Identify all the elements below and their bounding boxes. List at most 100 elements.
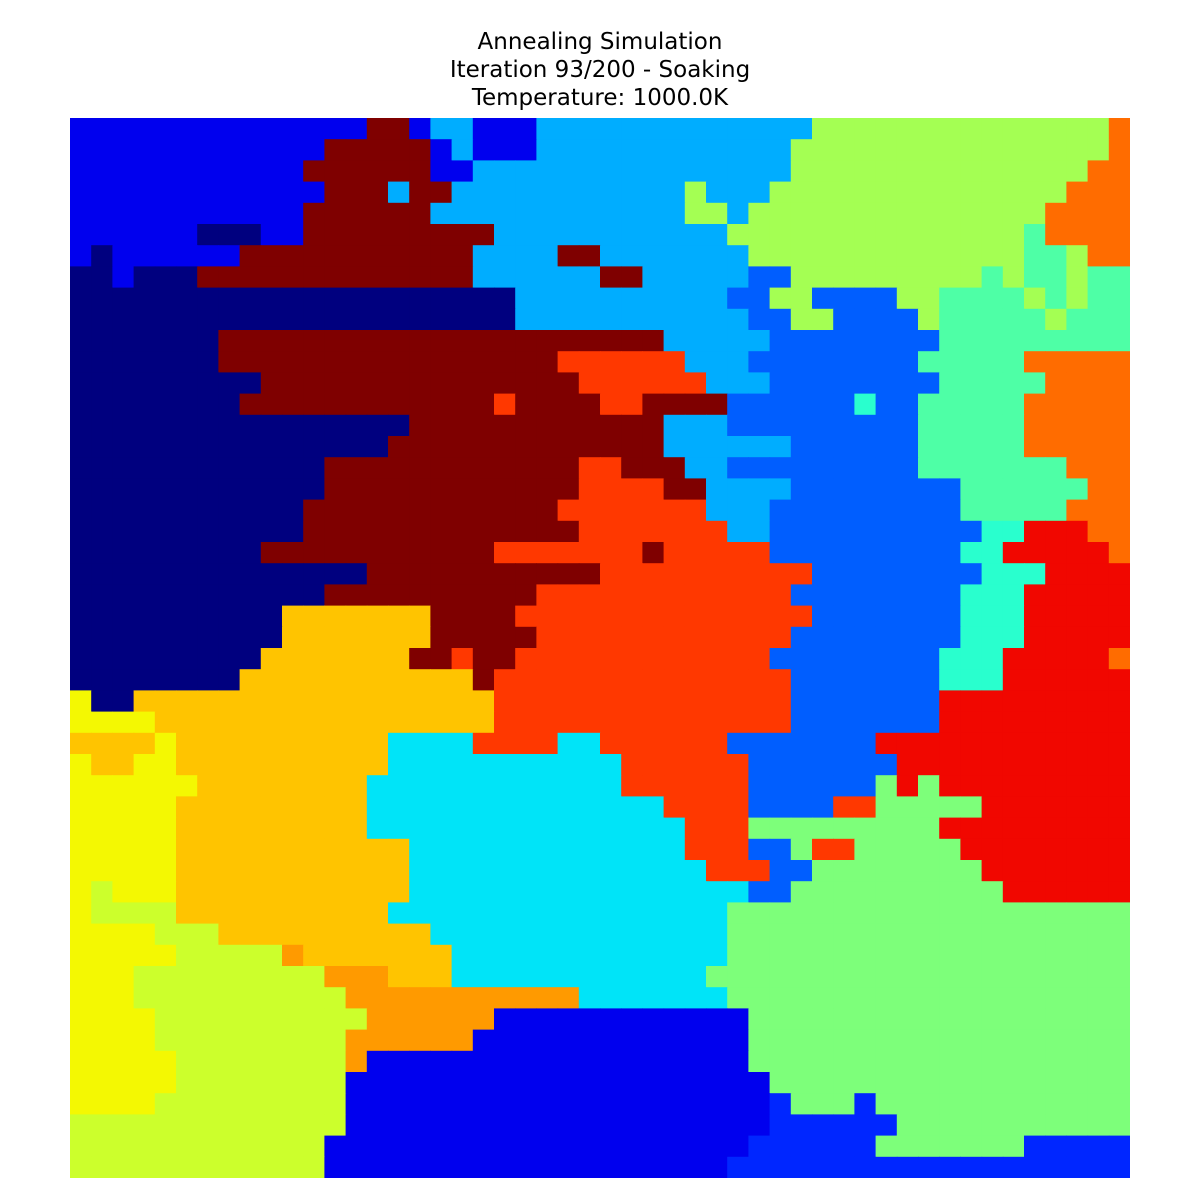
heatmap-cell (790, 1008, 813, 1031)
heatmap-cell (303, 308, 325, 331)
heatmap-cell (345, 648, 368, 670)
heatmap-cell (642, 160, 665, 183)
heatmap-cell (1066, 987, 1089, 1009)
heatmap-cell (451, 542, 474, 564)
heatmap-cell (981, 160, 1004, 183)
heatmap-cell (515, 732, 537, 755)
heatmap-cell (833, 245, 855, 267)
heatmap-cell (748, 775, 771, 797)
heatmap-cell (1108, 1008, 1130, 1031)
heatmap-cell (494, 1008, 516, 1031)
heatmap-cell (875, 860, 898, 882)
heatmap-cell (1066, 118, 1089, 140)
heatmap-cell (875, 351, 898, 373)
heatmap-cell (112, 584, 135, 607)
heatmap-cell (896, 308, 919, 331)
heatmap-cell (833, 648, 855, 670)
heatmap-cell (388, 1114, 410, 1137)
heatmap-cell (451, 902, 474, 925)
heatmap-cell (600, 987, 622, 1009)
heatmap-cell (663, 287, 686, 310)
heatmap-cell (388, 436, 410, 458)
heatmap-cell (1087, 139, 1110, 161)
heatmap-cell (981, 330, 1004, 352)
heatmap-cell (981, 139, 1004, 161)
heatmap-cell (282, 669, 304, 691)
heatmap-cell (218, 987, 241, 1009)
heatmap-cell (494, 923, 516, 946)
heatmap-cell (133, 626, 156, 649)
heatmap-cell (70, 987, 92, 1009)
heatmap-cell (1045, 372, 1067, 395)
heatmap-cell (494, 542, 516, 564)
heatmap-cell (1087, 1029, 1110, 1052)
heatmap-cell (70, 860, 92, 882)
heatmap-cell (218, 457, 241, 479)
heatmap-cell (324, 711, 347, 734)
heatmap-cell (833, 817, 855, 840)
heatmap-cell (812, 817, 834, 840)
heatmap-cell (748, 520, 771, 543)
heatmap-cell (303, 754, 325, 776)
heatmap-cell (790, 732, 813, 755)
heatmap-cell (896, 118, 919, 140)
heatmap-cell (1108, 245, 1130, 267)
heatmap-cell (769, 1008, 792, 1031)
heatmap-cell (939, 351, 961, 373)
heatmap-cell (472, 330, 495, 352)
heatmap-cell (981, 754, 1004, 776)
heatmap-cell (1066, 266, 1089, 289)
heatmap-cell (684, 457, 707, 479)
heatmap-cell (409, 669, 431, 691)
heatmap-cell (960, 266, 983, 289)
heatmap-cell (896, 542, 919, 564)
heatmap-cell (430, 351, 453, 373)
heatmap-cell (875, 944, 898, 967)
heatmap-cell (1002, 351, 1025, 373)
heatmap-cell (112, 881, 135, 903)
heatmap-cell (939, 224, 961, 246)
heatmap-cell (282, 902, 304, 925)
heatmap-cell (324, 202, 347, 225)
heatmap-cell (303, 711, 325, 734)
heatmap-cell (939, 118, 961, 140)
heatmap-cell (112, 118, 135, 140)
heatmap-cell (282, 287, 304, 310)
heatmap-cell (1045, 838, 1067, 861)
heatmap-cell (409, 902, 431, 925)
heatmap-cell (112, 372, 135, 395)
heatmap-cell (1024, 245, 1046, 267)
heatmap-cell (197, 457, 219, 479)
heatmap-cell (960, 330, 983, 352)
heatmap-cell (451, 520, 474, 543)
heatmap-cell (388, 1135, 410, 1158)
heatmap-cell (918, 287, 940, 310)
heatmap-cell (812, 181, 834, 204)
heatmap-cell (239, 414, 262, 437)
heatmap-cell (812, 1135, 834, 1158)
heatmap-cell (409, 372, 431, 395)
heatmap-cell (472, 648, 495, 670)
heatmap-cell (324, 393, 347, 416)
heatmap-cell (557, 181, 580, 204)
heatmap-cell (578, 754, 601, 776)
heatmap-cell (70, 308, 92, 331)
heatmap-cell (939, 457, 961, 479)
heatmap-cell (451, 648, 474, 670)
heatmap-cell (706, 414, 728, 437)
heatmap-cell (70, 266, 92, 289)
heatmap-cell (388, 923, 410, 946)
heatmap-cell (748, 711, 771, 734)
heatmap-cell (515, 1072, 537, 1094)
heatmap-cell (1024, 351, 1046, 373)
heatmap-cell (112, 1072, 135, 1094)
heatmap-cell (578, 330, 601, 352)
heatmap-cell (939, 1135, 961, 1158)
heatmap-cell (260, 690, 283, 713)
heatmap-cell (366, 308, 389, 331)
heatmap-cell (621, 202, 643, 225)
heatmap-cell (981, 436, 1004, 458)
heatmap-cell (578, 732, 601, 755)
heatmap-cell (176, 584, 198, 607)
heatmap-cell (939, 330, 961, 352)
